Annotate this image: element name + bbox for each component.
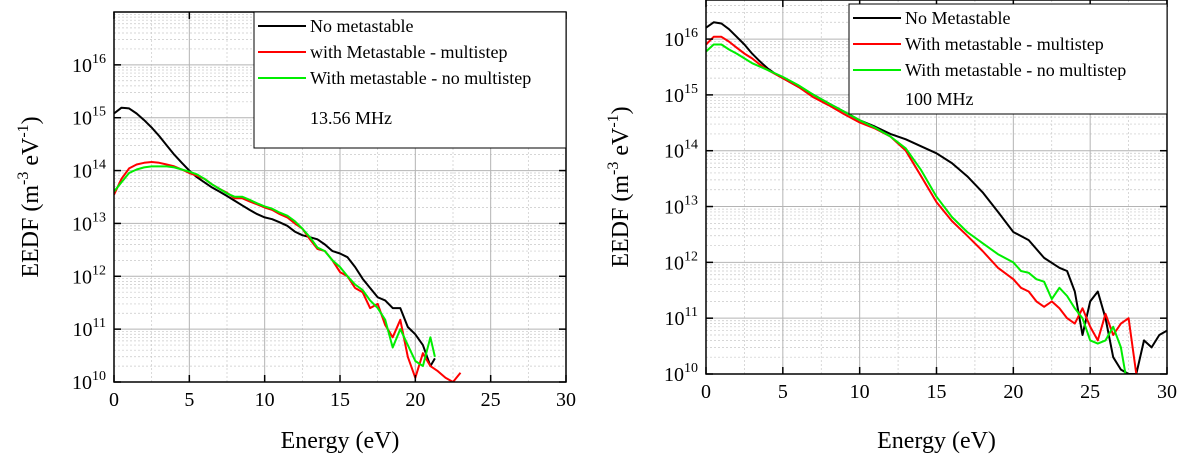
series-group: [114, 106, 462, 382]
x-tick-label: 0: [109, 389, 119, 411]
x-axis-label: Energy (eV): [281, 428, 400, 454]
x-tick-label: 0: [701, 381, 711, 403]
y-tick-label: 1013: [72, 210, 106, 235]
series-line-2: [706, 35, 1138, 374]
y-axis-label: EEDF (m-3 eV-1): [15, 116, 44, 277]
series-line-3: [114, 165, 436, 368]
y-tick-label: 1014: [664, 138, 698, 163]
chart-panel-100mhz: 0 5 10 15 20 25 301010101110121013101410151016…: [605, 0, 1177, 454]
frequency-annotation: 13.56 MHz: [310, 108, 392, 128]
legend: No Metastable With metastable - multistep…: [848, 3, 1168, 115]
x-tick-label: 20: [1003, 381, 1023, 403]
grid: [706, 0, 1167, 374]
series-line-1: [706, 21, 1167, 374]
legend-label: with Metastable - multistep: [310, 42, 507, 62]
series-line-1: [114, 106, 436, 368]
y-tick-label: 1013: [664, 194, 698, 219]
y-tick-label: 1015: [72, 105, 106, 130]
x-tick-label: 15: [927, 381, 947, 403]
chart-panel-13-56mhz: 0 5 10 15 20 25 301010101110121013101410151016…: [15, 11, 576, 454]
x-tick-label: 30: [556, 389, 576, 411]
series-line-2: [114, 161, 462, 382]
x-tick-label: 20: [405, 389, 425, 411]
frequency-annotation: 100 MHz: [905, 89, 974, 109]
x-tick-label: 10: [255, 389, 275, 411]
y-tick-label: 1011: [73, 316, 106, 341]
y-tick-label: 1015: [664, 82, 698, 107]
legend: No metastable with Metastable - multistep…: [253, 11, 567, 149]
legend-label: No metastable: [310, 16, 413, 36]
y-tick-label: 1014: [72, 158, 106, 183]
x-tick-label: 10: [850, 381, 870, 403]
y-tick-label: 1011: [665, 305, 698, 330]
x-tick-label: 25: [481, 389, 501, 411]
x-tick-label: 5: [184, 389, 194, 411]
y-tick-label: 1012: [72, 263, 106, 288]
y-tick-label: 1010: [664, 361, 698, 386]
y-tick-label: 1016: [664, 26, 698, 51]
legend-box: [848, 3, 1168, 115]
x-tick-label: 5: [778, 381, 788, 403]
series-group: [706, 21, 1167, 374]
legend-label: With metastable - multistep: [905, 34, 1104, 54]
x-axis-label: Energy (eV): [877, 428, 996, 454]
y-tick-label: 1010: [72, 369, 106, 394]
legend-label: With metastable - no multistep: [905, 60, 1126, 80]
series-line-3: [706, 43, 1127, 374]
legend-box: [253, 11, 567, 149]
x-tick-label: 15: [330, 389, 350, 411]
legend-label: With metastable - no multistep: [310, 68, 531, 88]
y-tick-label: 1012: [664, 249, 698, 274]
y-tick-label: 1016: [72, 52, 106, 77]
legend-label: No Metastable: [905, 8, 1010, 28]
x-tick-label: 30: [1157, 381, 1177, 403]
x-tick-label: 25: [1080, 381, 1100, 403]
y-axis-label: EEDF (m-3 eV-1): [605, 106, 634, 267]
